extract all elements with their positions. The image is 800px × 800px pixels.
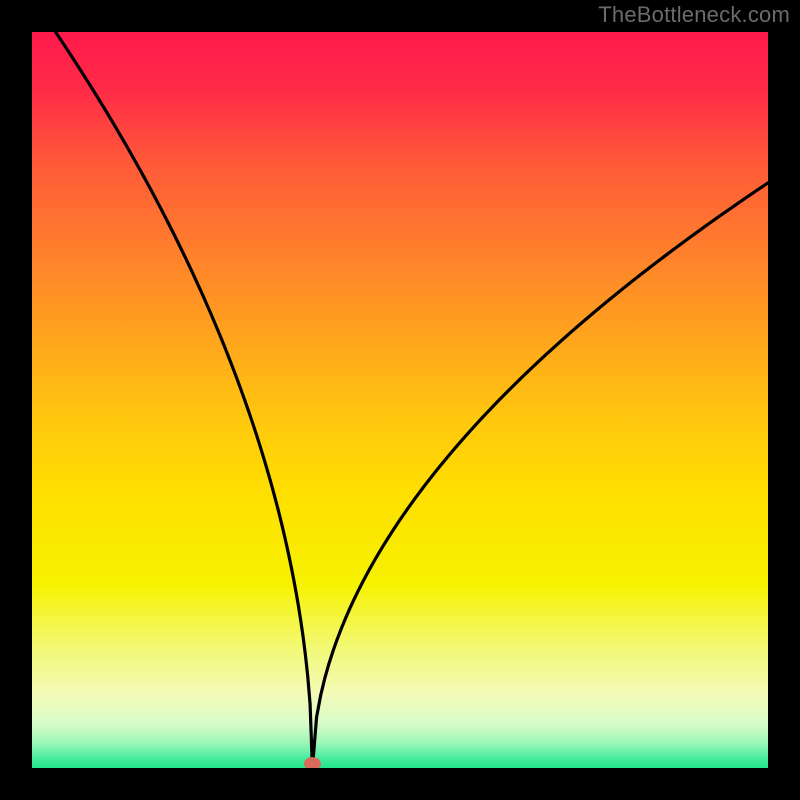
watermark-text: TheBottleneck.com: [598, 2, 790, 28]
chart-svg: [0, 0, 800, 800]
chart-frame: TheBottleneck.com: [0, 0, 800, 800]
plot-background: [32, 32, 768, 768]
optimal-point-marker: [304, 758, 320, 770]
